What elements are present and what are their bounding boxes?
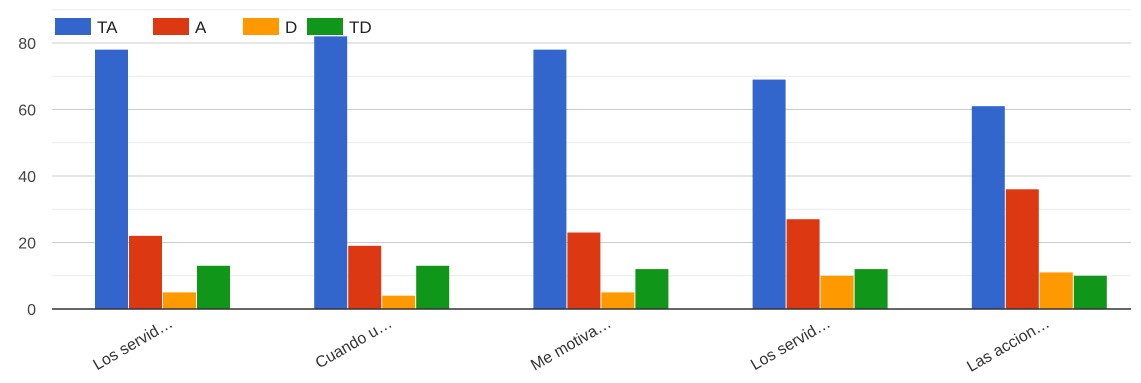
bar-td[interactable] (197, 265, 230, 309)
bar-a[interactable] (1005, 189, 1039, 309)
bar-ta[interactable] (95, 49, 128, 310)
legend-swatch-a[interactable] (153, 18, 189, 35)
legend-label-td[interactable]: TD (349, 18, 372, 37)
legend: TA A D TD (55, 18, 372, 37)
bar-td[interactable] (416, 265, 450, 309)
bars (95, 36, 1107, 310)
bar-d[interactable] (163, 292, 196, 309)
x-category-label: Cuando u… (313, 315, 395, 372)
y-tick-label: 20 (18, 236, 36, 253)
bar-d[interactable] (1039, 272, 1073, 309)
x-category-label: Los servid… (90, 315, 176, 374)
gridlines (52, 9, 1131, 277)
y-tick-label: 0 (27, 302, 36, 319)
legend-label-d[interactable]: D (285, 18, 297, 37)
bar-td[interactable] (635, 269, 669, 309)
y-tick-label: 80 (18, 36, 36, 53)
bar-d[interactable] (820, 275, 854, 309)
bar-a[interactable] (348, 245, 382, 309)
y-tick-label: 40 (18, 169, 36, 186)
bar-td[interactable] (1073, 275, 1107, 309)
bar-ta[interactable] (533, 49, 567, 310)
bar-a[interactable] (567, 232, 601, 309)
axes: 0 20 40 60 80 Los servid… Cuando u… Me motiva… L… (18, 36, 1131, 376)
bar-a[interactable] (129, 235, 162, 309)
bar-td[interactable] (854, 269, 888, 309)
x-category-label: Los servid… (748, 315, 834, 374)
legend-label-ta[interactable]: TA (97, 18, 118, 37)
legend-label-a[interactable]: A (195, 18, 207, 37)
y-tick-label: 60 (18, 103, 36, 120)
legend-swatch-d[interactable] (243, 18, 279, 35)
bar-ta[interactable] (752, 79, 786, 309)
legend-swatch-ta[interactable] (55, 18, 91, 35)
bar-d[interactable] (601, 292, 635, 309)
bar-a[interactable] (786, 219, 820, 309)
x-category-label: Las accion… (964, 315, 1053, 376)
legend-swatch-td[interactable] (307, 18, 343, 35)
x-category-label: Me motiva… (528, 315, 614, 375)
bar-d[interactable] (382, 295, 416, 309)
bar-ta[interactable] (314, 36, 348, 309)
bar-ta[interactable] (971, 106, 1005, 309)
